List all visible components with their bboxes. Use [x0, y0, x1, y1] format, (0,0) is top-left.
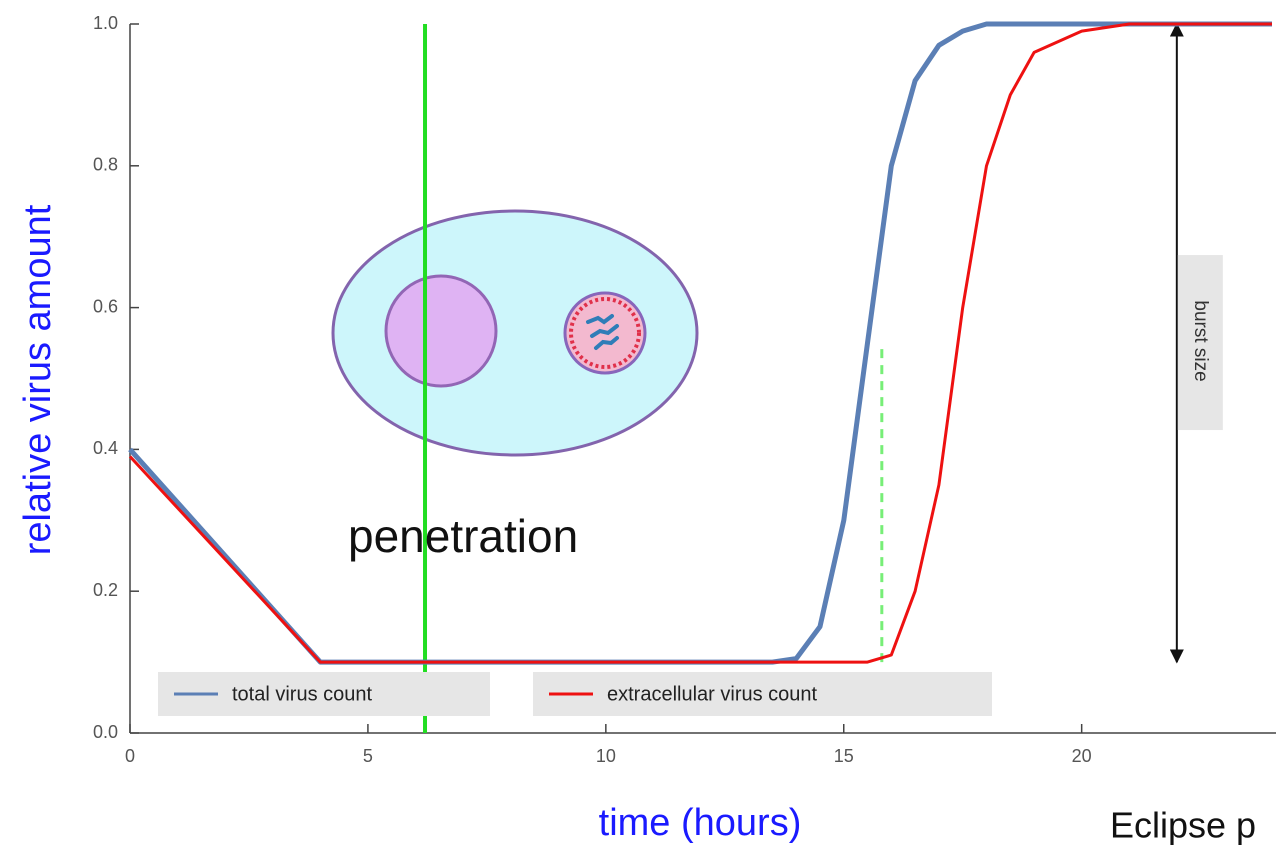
y-tick-label: 0.4 [93, 438, 118, 458]
x-tick-label: 0 [125, 746, 135, 766]
y-tick-label: 0.6 [93, 296, 118, 316]
x-tick-label: 15 [834, 746, 854, 766]
y-tick-label: 1.0 [93, 13, 118, 33]
burst-label: burst size [1190, 300, 1211, 381]
annotation: penetration [348, 510, 578, 562]
y-tick-label: 0.8 [93, 155, 118, 175]
chart: 0.0 0.2 0.4 0.6 0.8 1.0 0 5 10 15 20 burst size tota… [0, 0, 1276, 850]
series-line [130, 24, 1272, 662]
page: 0.0 0.2 0.4 0.6 0.8 1.0 0 5 10 15 20 burst size tota… [0, 0, 1276, 850]
y-tick-label: 0.0 [93, 722, 118, 742]
legend-label: total virus count [232, 683, 373, 705]
x-tick-label: 20 [1072, 746, 1092, 766]
y-tick-label: 0.2 [93, 580, 118, 600]
legend-label: extracellular virus count [607, 683, 818, 705]
annotation: Eclipse p [1110, 805, 1256, 846]
x-axis-label: time (hours) [599, 802, 802, 844]
series-line [130, 24, 1272, 662]
x-tick-label: 5 [363, 746, 373, 766]
y-axis-label: relative virus amount [17, 204, 59, 555]
cell-illustration [333, 211, 697, 455]
x-tick-label: 10 [596, 746, 616, 766]
